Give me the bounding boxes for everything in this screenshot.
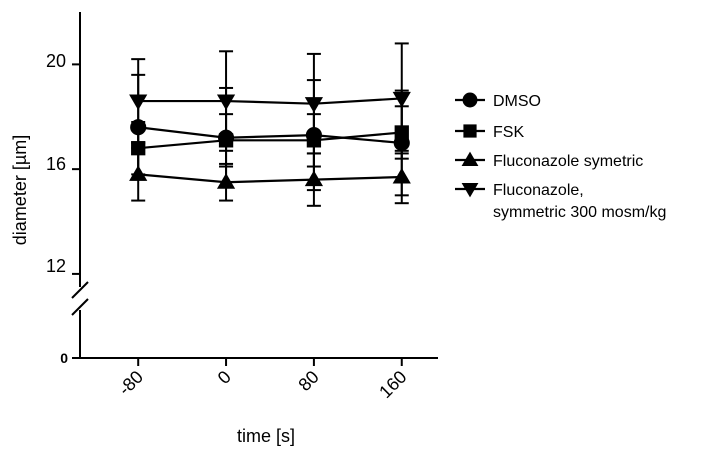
data-point bbox=[129, 94, 148, 111]
legend-marker bbox=[461, 151, 479, 166]
series-4 bbox=[129, 42, 411, 155]
data-point bbox=[129, 165, 148, 181]
series-line bbox=[138, 126, 402, 145]
data-point bbox=[304, 97, 324, 113]
data-point bbox=[216, 173, 236, 189]
series-group bbox=[129, 42, 411, 207]
legend: DMSO FSK Fluconazole symetric Fluconazole, s… bbox=[455, 92, 666, 221]
y-tick-label-12: 12 bbox=[46, 256, 66, 276]
legend-item-2: FSK bbox=[455, 124, 524, 141]
legend-label: DMSO bbox=[493, 93, 541, 110]
series-line bbox=[138, 173, 402, 184]
x-tick-label: 160 bbox=[375, 367, 410, 402]
x-axis-title: time [s] bbox=[237, 426, 295, 446]
y-tick-label-0: 0 bbox=[60, 350, 68, 366]
legend-marker bbox=[462, 92, 478, 108]
data-point bbox=[216, 94, 236, 111]
x-tick-label: 80 bbox=[294, 367, 322, 395]
legend-label: Fluconazole symetric bbox=[493, 153, 643, 170]
legend-item-1: DMSO bbox=[455, 92, 541, 110]
legend-marker bbox=[461, 183, 479, 198]
legend-item-3: Fluconazole symetric bbox=[455, 151, 643, 170]
x-tick-label: 0 bbox=[214, 367, 235, 388]
y-ticks bbox=[72, 63, 80, 359]
data-point bbox=[392, 91, 411, 108]
data-point bbox=[392, 167, 411, 184]
legend-marker bbox=[463, 124, 477, 138]
y-axis-title: diameter [µm] bbox=[10, 135, 30, 245]
series-line bbox=[138, 97, 402, 105]
y-tick-label-16: 16 bbox=[46, 154, 66, 174]
series-line bbox=[138, 131, 402, 150]
series-3 bbox=[129, 147, 411, 207]
x-ticks: -80 0 80 160 bbox=[114, 358, 411, 402]
legend-label: Fluconazole, bbox=[493, 182, 584, 199]
axis-break-mark-upper bbox=[71, 281, 89, 299]
x-tick-label: -80 bbox=[114, 367, 147, 400]
legend-item-4: Fluconazole, symmetric 300 mosm/kg bbox=[455, 182, 666, 221]
data-point bbox=[304, 170, 324, 187]
legend-label-line2: symmetric 300 mosm/kg bbox=[493, 204, 666, 221]
axis-break-mark-lower bbox=[71, 298, 89, 316]
y-tick-label-20: 20 bbox=[46, 51, 66, 71]
legend-label: FSK bbox=[493, 124, 524, 141]
